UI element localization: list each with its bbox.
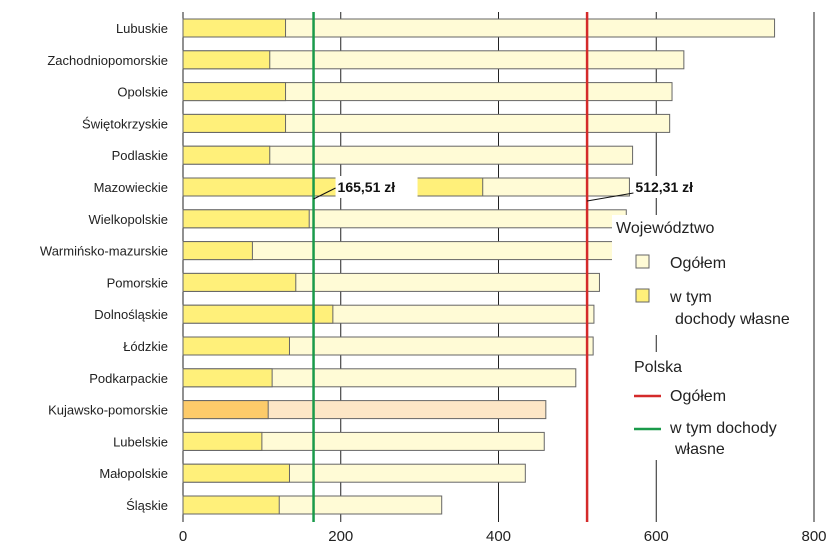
legend-box-polska xyxy=(612,352,812,460)
category-label-row-11: Podkarpackie xyxy=(89,371,168,386)
x-tick-label-600: 600 xyxy=(644,528,669,545)
category-label-row-3: Świętokrzyskie xyxy=(82,116,168,131)
legend-label-polska-ogolem: Ogółem xyxy=(670,388,726,405)
bar-own-row-11 xyxy=(182,368,273,388)
annotation-own-leader xyxy=(313,187,336,200)
x-tick-label-800: 800 xyxy=(801,528,826,545)
reference-lines: 165,51 zł 512,31 zł xyxy=(312,12,716,522)
category-label-row-0: Lubuskie xyxy=(116,21,168,36)
bar-own-row-7 xyxy=(182,241,253,261)
legend-label-dochody-wlasne: dochody własne xyxy=(675,311,790,328)
legend-label-polska-wlasne: własne xyxy=(674,441,725,458)
category-label-row-5: Mazowieckie xyxy=(94,180,168,195)
bar-own-row-10 xyxy=(182,336,290,356)
legend-label-ogolem: Ogółem xyxy=(670,255,726,272)
bar-own-row-5 xyxy=(182,177,484,197)
bar-own-row-1 xyxy=(182,50,271,70)
bar-own-row-4 xyxy=(182,145,271,165)
bar-own-row-3 xyxy=(182,113,287,133)
annotation-own-bg xyxy=(335,176,418,198)
x-tick-label-400: 400 xyxy=(486,528,511,545)
bar-own-row-15 xyxy=(182,495,280,515)
bar-own-row-6 xyxy=(182,209,310,229)
category-label-row-9: Dolnośląskie xyxy=(94,307,168,322)
legend-label-w-tym: w tym xyxy=(669,289,712,306)
category-label-row-13: Lubelskie xyxy=(113,434,168,449)
category-label-row-7: Warmińsko-mazurskie xyxy=(40,244,168,259)
bar-own-row-13 xyxy=(182,431,263,451)
category-label-row-10: Łódzkie xyxy=(123,339,168,354)
annotation-total-value: 512,31 zł xyxy=(635,179,693,195)
legend-box xyxy=(612,215,812,335)
category-label-row-12: Kujawsko-pomorskie xyxy=(48,403,168,418)
bar-own-row-12 xyxy=(182,400,269,420)
annotation-own-value: 165,51 zł xyxy=(338,179,396,195)
category-labels: Lubuskie Zachodniopomorskie Opolskie Święto… xyxy=(40,21,168,513)
legend-title-wojewodztwo: Województwo xyxy=(616,220,715,237)
category-label-row-14: Małopolskie xyxy=(99,466,168,481)
bar-own-row-0 xyxy=(182,18,287,38)
legend: Województwo Ogółem w tym dochody własne … xyxy=(612,215,812,460)
legend-swatch-ogolem xyxy=(635,254,650,269)
bar-own-row-2 xyxy=(182,82,287,102)
category-label-row-8: Pomorskie xyxy=(107,275,168,290)
category-label-row-2: Opolskie xyxy=(117,85,168,100)
annotation-total-leader xyxy=(586,192,634,202)
category-label-row-4: Podlaskie xyxy=(112,148,168,163)
annotation-total-bg xyxy=(631,176,716,198)
legend-title-polska: Polska xyxy=(634,359,682,376)
x-tick-label-0: 0 xyxy=(179,528,187,545)
legend-swatch-dochody xyxy=(635,288,650,303)
category-label-row-6: Wielkopolskie xyxy=(89,212,168,227)
category-label-row-1: Zachodniopomorskie xyxy=(47,53,168,68)
bar-own-row-14 xyxy=(182,463,290,483)
bar-own-row-8 xyxy=(182,272,297,292)
category-label-row-15: Śląskie xyxy=(126,498,168,513)
legend-label-polska-w-tym: w tym dochody xyxy=(669,420,777,437)
x-tick-labels: 0 200 400 600 800 xyxy=(179,528,827,545)
x-tick-label-200: 200 xyxy=(328,528,353,545)
bar-own-row-9 xyxy=(182,304,334,324)
